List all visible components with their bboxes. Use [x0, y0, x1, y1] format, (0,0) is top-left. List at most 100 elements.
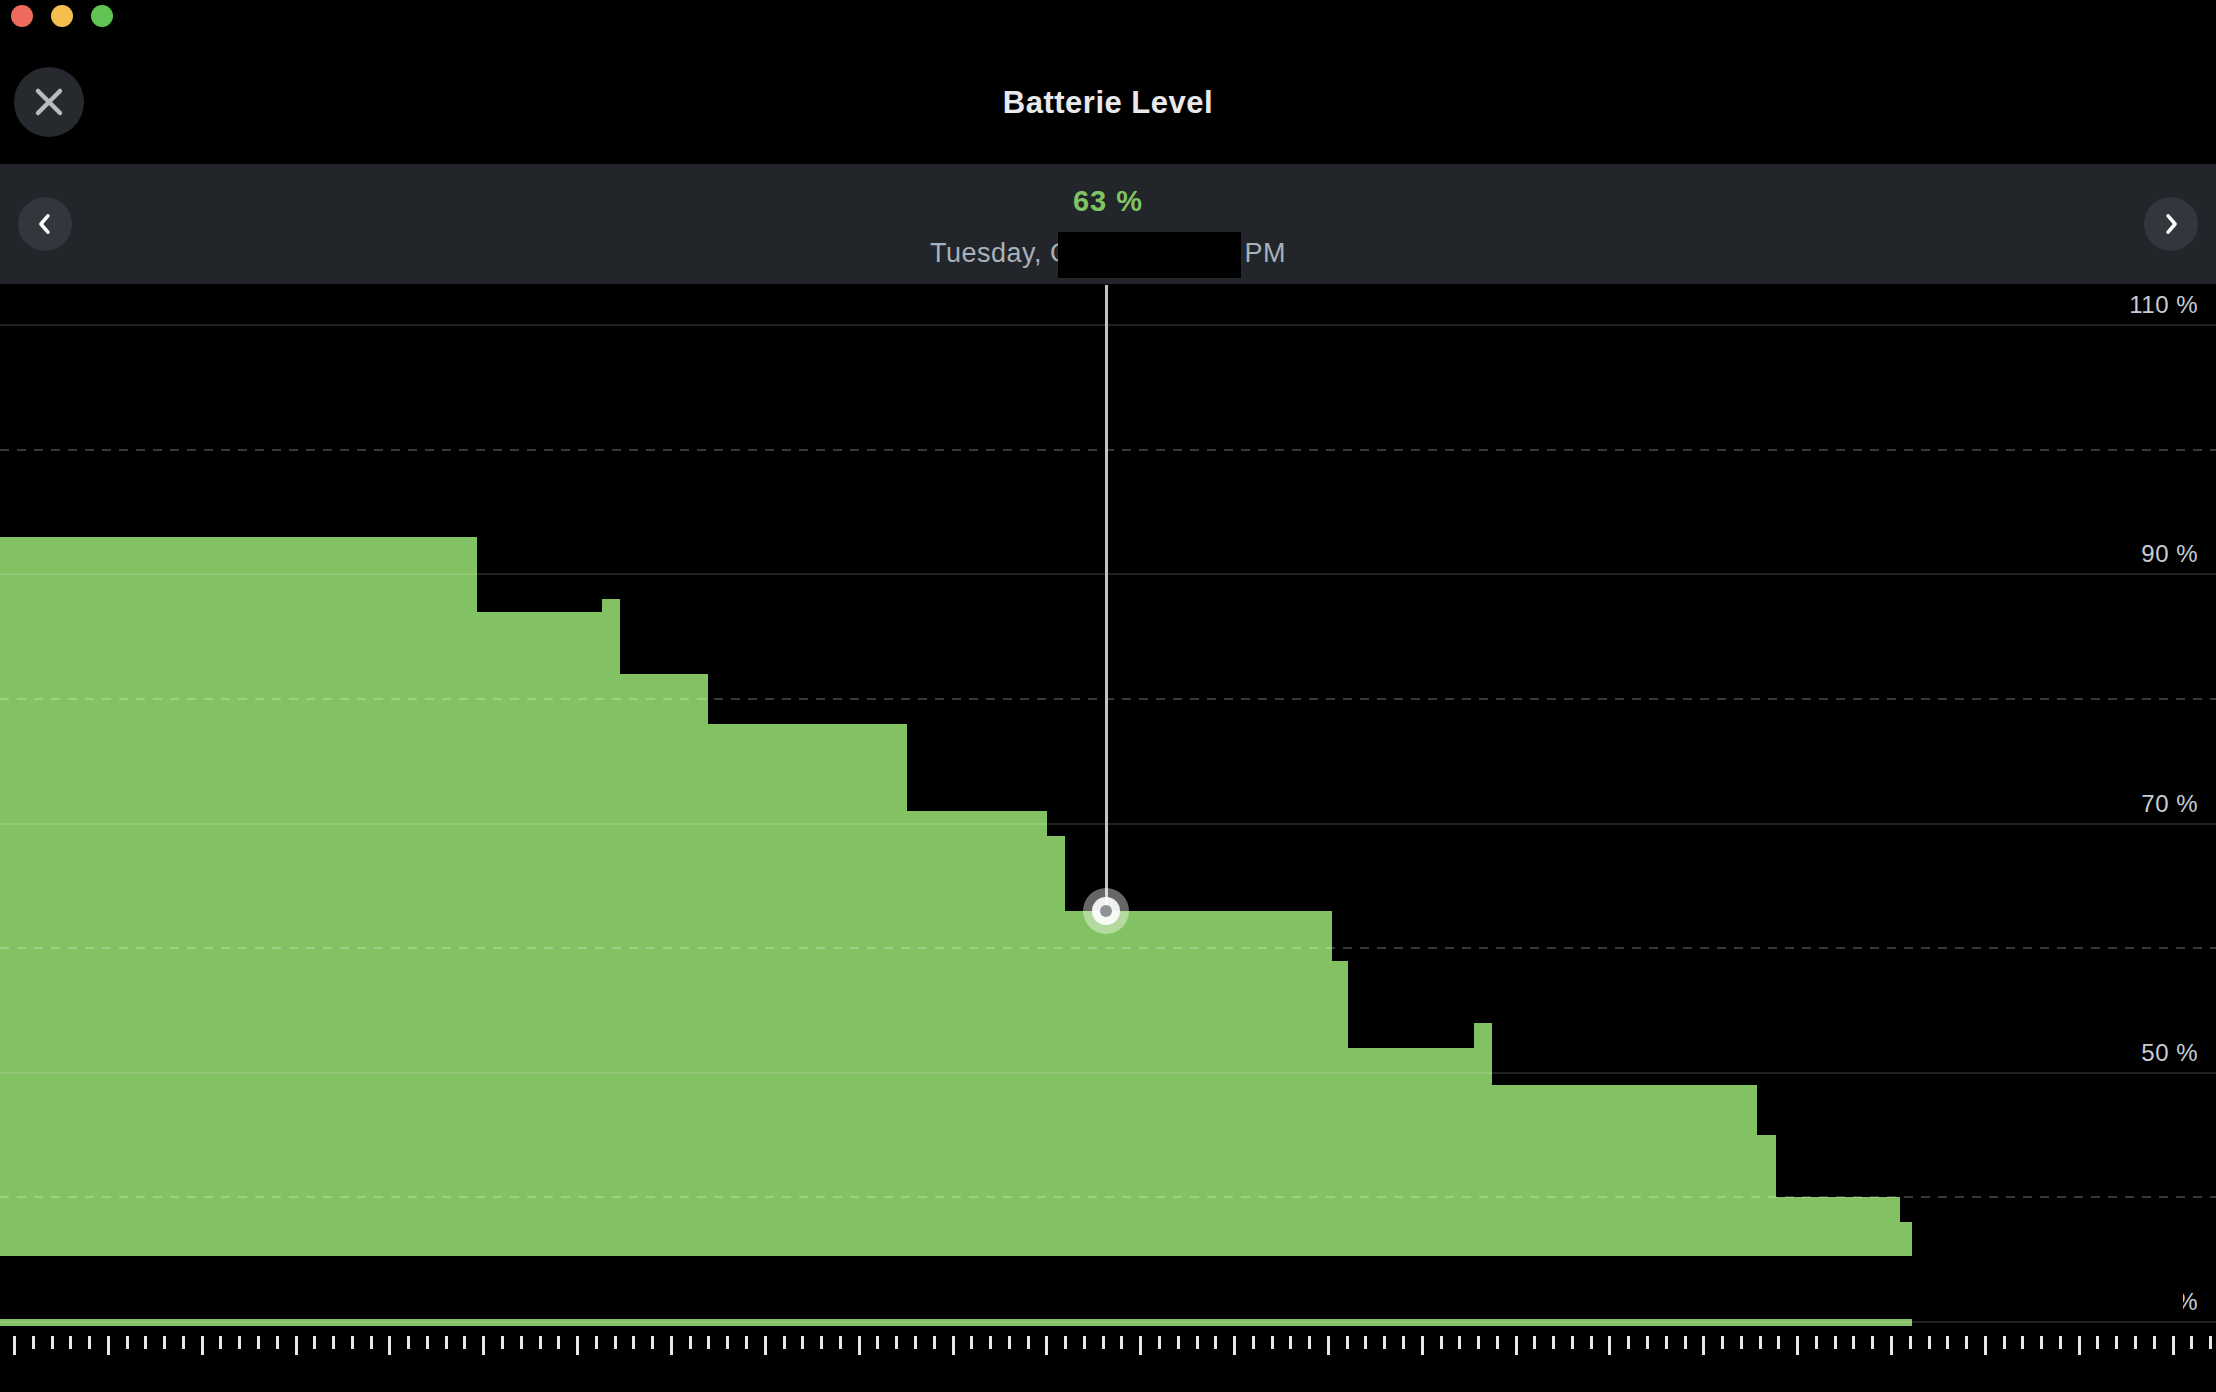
x-axis-tick	[1815, 1336, 1818, 1349]
x-axis-tick	[539, 1336, 542, 1349]
x-axis-tick	[219, 1336, 222, 1349]
x-axis-tick	[1740, 1336, 1743, 1349]
x-axis-tick	[1271, 1336, 1274, 1349]
x-axis-tick	[2040, 1336, 2043, 1349]
x-axis-tick	[1008, 1336, 1011, 1349]
x-axis-tick	[1590, 1336, 1593, 1349]
x-axis-tick	[144, 1336, 147, 1349]
x-axis-tick	[51, 1336, 54, 1349]
x-axis-tick	[426, 1336, 429, 1349]
x-axis-tick	[482, 1336, 485, 1355]
x-axis-tick	[1364, 1336, 1367, 1349]
y-gridline	[0, 324, 2216, 326]
x-axis-tick	[2172, 1336, 2175, 1355]
x-axis-tick	[670, 1336, 673, 1355]
x-axis-tick	[689, 1336, 692, 1349]
battery-area-segment	[602, 599, 620, 1326]
x-axis-tick	[1515, 1336, 1518, 1355]
x-axis-tick	[1928, 1336, 1931, 1349]
y-gridline	[0, 1072, 2216, 1074]
x-axis-tick	[2021, 1336, 2024, 1349]
x-axis-tick	[1571, 1336, 1574, 1349]
battery-area-segment	[708, 724, 907, 1326]
x-axis-tick	[1421, 1336, 1424, 1355]
x-axis-tick	[1627, 1336, 1630, 1349]
x-axis-tick	[107, 1336, 110, 1355]
x-axis-tick	[876, 1336, 879, 1349]
x-axis-tick	[1646, 1336, 1649, 1349]
x-axis-tick	[1327, 1336, 1330, 1355]
x-axis-tick	[1045, 1336, 1048, 1355]
y-gridline	[0, 449, 2216, 451]
x-axis-tick	[970, 1336, 973, 1349]
y-axis-label: 110 %	[1998, 291, 2198, 319]
x-axis-tick	[388, 1336, 391, 1355]
x-axis-tick	[707, 1336, 710, 1349]
battery-area-segment	[907, 811, 1047, 1326]
x-axis-tick	[858, 1336, 861, 1355]
x-axis-tick	[1608, 1336, 1611, 1355]
x-axis-tick	[1346, 1336, 1349, 1349]
x-axis-tick	[783, 1336, 786, 1349]
selection-line	[1105, 285, 1108, 911]
x-axis-tick	[1759, 1336, 1762, 1349]
x-axis-tick	[2153, 1336, 2156, 1349]
x-axis-tick	[745, 1336, 748, 1349]
battery-level-chart[interactable]: 110 %90 %70 %50 %30 %	[0, 0, 2216, 1392]
selection-marker-dot	[1100, 905, 1112, 917]
x-axis-tick	[614, 1336, 617, 1349]
x-axis-tick	[407, 1336, 410, 1349]
x-axis-tick	[1402, 1336, 1405, 1349]
battery-area-segment	[620, 674, 708, 1326]
x-axis-tick	[313, 1336, 316, 1349]
x-axis-tick	[1946, 1336, 1949, 1349]
x-axis-tick	[2096, 1336, 2099, 1349]
x-axis-tick	[1684, 1336, 1687, 1349]
battery-area-segment	[0, 537, 477, 1326]
x-axis-tick	[1702, 1336, 1705, 1355]
x-axis-tick	[201, 1336, 204, 1355]
x-axis-tick	[520, 1336, 523, 1349]
x-axis-tick	[1252, 1336, 1255, 1349]
x-axis-tick	[1196, 1336, 1199, 1349]
x-axis-tick	[13, 1336, 16, 1355]
x-axis-tick	[1665, 1336, 1668, 1349]
x-axis-tick	[1383, 1336, 1386, 1349]
y-axis-label: 90 %	[1998, 540, 2198, 568]
y-axis-label: 50 %	[1998, 1039, 2198, 1067]
x-axis-tick	[1852, 1336, 1855, 1349]
x-axis-tick	[1139, 1336, 1142, 1355]
x-axis-tick	[839, 1336, 842, 1349]
x-axis-tick	[952, 1336, 955, 1355]
x-axis-tick	[257, 1336, 260, 1349]
x-axis-tick	[1177, 1336, 1180, 1349]
x-axis-tick	[163, 1336, 166, 1349]
x-axis-tick	[1496, 1336, 1499, 1349]
x-axis-tick	[1158, 1336, 1161, 1349]
x-axis-tick	[1533, 1336, 1536, 1349]
x-axis-tick	[557, 1336, 560, 1349]
x-axis-tick	[2078, 1336, 2081, 1355]
x-axis-tick	[651, 1336, 654, 1349]
y-gridline	[0, 947, 2216, 949]
x-axis-tick	[182, 1336, 185, 1349]
x-axis-tick	[1477, 1336, 1480, 1349]
y-gridline	[0, 573, 2216, 575]
x-axis-tick	[2115, 1336, 2118, 1349]
x-axis-tick	[895, 1336, 898, 1349]
x-axis-tick	[726, 1336, 729, 1349]
x-axis-tick	[276, 1336, 279, 1349]
x-axis-tick	[1721, 1336, 1724, 1349]
x-axis-tick	[351, 1336, 354, 1349]
x-axis-tick	[1458, 1336, 1461, 1349]
x-axis-tick	[295, 1336, 298, 1355]
x-axis-tick	[370, 1336, 373, 1349]
x-axis-tick	[1102, 1336, 1105, 1349]
x-axis-tick	[1289, 1336, 1292, 1349]
x-axis-tick	[126, 1336, 129, 1349]
x-axis-tick	[238, 1336, 241, 1349]
x-axis-tick	[1440, 1336, 1443, 1349]
x-axis-tick	[2003, 1336, 2006, 1349]
x-axis-tick	[1984, 1336, 1987, 1355]
y-gridline	[0, 823, 2216, 825]
